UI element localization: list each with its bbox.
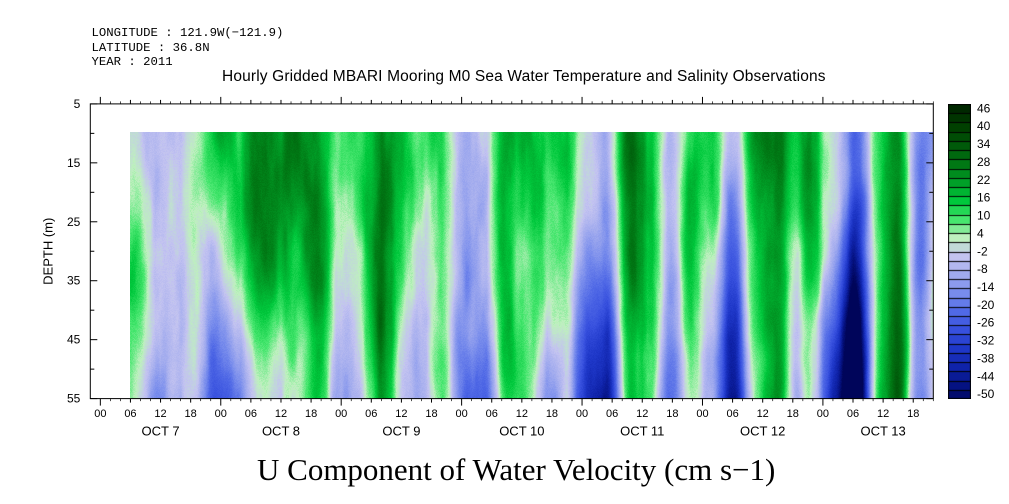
svg-text:16: 16 [977,191,991,205]
svg-text:00: 00 [94,408,106,420]
svg-text:18: 18 [787,408,799,420]
svg-text:12: 12 [757,408,769,420]
svg-text:OCT 11: OCT 11 [620,424,664,439]
svg-text:12: 12 [154,408,166,420]
svg-text:12: 12 [275,408,287,420]
svg-text:18: 18 [305,408,317,420]
svg-text:06: 06 [726,408,738,420]
svg-text:OCT 8: OCT 8 [262,424,300,439]
svg-text:-50: -50 [977,387,995,401]
svg-text:46: 46 [977,101,991,115]
svg-text:35: 35 [67,274,81,288]
svg-text:OCT 10: OCT 10 [499,424,544,439]
svg-text:06: 06 [124,408,136,420]
svg-text:12: 12 [877,408,889,420]
svg-text:18: 18 [425,408,437,420]
svg-text:15: 15 [67,156,81,170]
svg-text:28: 28 [977,155,991,169]
svg-text:40: 40 [977,119,991,133]
svg-text:OCT 12: OCT 12 [740,424,785,439]
svg-text:-8: -8 [977,262,988,276]
svg-text:-32: -32 [977,334,995,348]
svg-text:18: 18 [185,408,197,420]
svg-text:06: 06 [365,408,377,420]
svg-text:06: 06 [245,408,257,420]
svg-text:00: 00 [817,408,829,420]
svg-text:12: 12 [516,408,528,420]
svg-text:OCT 9: OCT 9 [382,424,420,439]
svg-text:DEPTH (m): DEPTH (m) [40,218,55,285]
svg-text:OCT 13: OCT 13 [860,424,905,439]
svg-text:06: 06 [486,408,498,420]
svg-text:-14: -14 [977,280,995,294]
svg-text:25: 25 [67,215,81,229]
svg-text:22: 22 [977,173,991,187]
svg-text:00: 00 [455,408,467,420]
svg-text:-2: -2 [977,244,988,258]
svg-text:4: 4 [977,226,984,240]
svg-text:OCT 7: OCT 7 [142,424,180,439]
svg-text:00: 00 [696,408,708,420]
svg-text:34: 34 [977,137,991,151]
svg-text:18: 18 [907,408,919,420]
svg-text:5: 5 [74,97,81,111]
svg-text:10: 10 [977,209,991,223]
svg-text:-44: -44 [977,369,995,383]
svg-text:12: 12 [636,408,648,420]
svg-text:00: 00 [215,408,227,420]
svg-text:06: 06 [606,408,618,420]
svg-text:06: 06 [847,408,859,420]
svg-text:45: 45 [67,333,81,347]
svg-text:-20: -20 [977,298,995,312]
svg-text:00: 00 [576,408,588,420]
svg-text:-38: -38 [977,351,995,365]
svg-text:18: 18 [666,408,678,420]
svg-text:12: 12 [395,408,407,420]
svg-text:55: 55 [67,392,81,406]
svg-text:18: 18 [546,408,558,420]
svg-text:-26: -26 [977,316,995,330]
svg-text:00: 00 [335,408,347,420]
